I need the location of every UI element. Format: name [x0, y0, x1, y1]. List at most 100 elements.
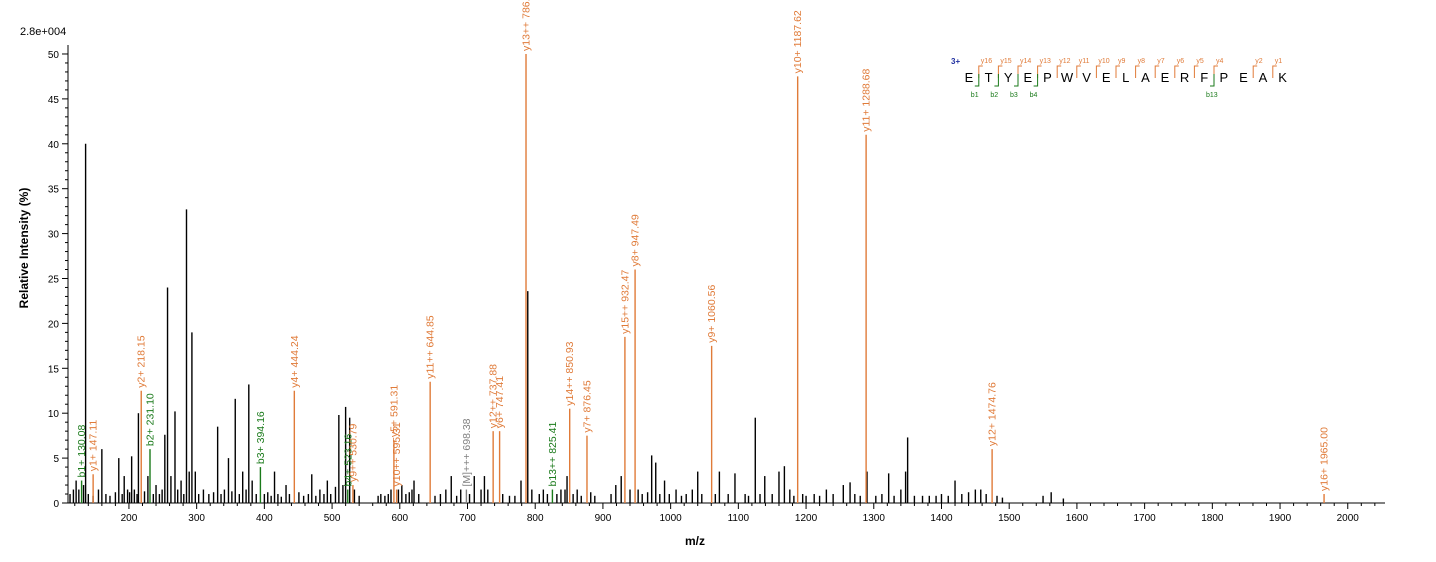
y-fragment-bracket	[1213, 65, 1218, 78]
x-tick-label: 700	[459, 513, 476, 524]
b-fragment-bracket	[974, 74, 980, 87]
y-ion-label: y4	[1216, 58, 1224, 65]
y-tick-label: 40	[48, 140, 60, 151]
sequence-residue: T	[985, 70, 993, 85]
sequence-residue: K	[1278, 70, 1287, 85]
peak-label: y15++ 932.47	[619, 270, 631, 334]
sequence-residue: V	[1082, 70, 1091, 85]
x-tick-label: 800	[527, 513, 544, 524]
x-tick-label: 1900	[1269, 513, 1292, 524]
y-fragment-bracket	[1095, 65, 1101, 78]
peak-label: y5+ 591.31	[388, 385, 400, 437]
intensity-scale-label: 2.8e+004	[20, 26, 66, 38]
y-ion-label: y5	[1196, 58, 1204, 65]
sequence-residue: E	[965, 70, 974, 85]
peak-label: y7+ 876.45	[582, 380, 594, 432]
peak-label: y8+ 947.49	[630, 214, 642, 266]
y-ion-label: y15	[1000, 58, 1011, 65]
y-fragment-bracket	[1056, 65, 1062, 78]
y-fragment-bracket	[1272, 65, 1277, 78]
y-ion-label: y1	[1275, 58, 1283, 65]
y-fragment-bracket	[1135, 65, 1140, 78]
x-tick-label: 200	[121, 513, 138, 524]
sequence-residue: E	[1102, 70, 1111, 85]
y-fragment-bracket	[1076, 65, 1081, 78]
y-ion-label: y16	[981, 58, 992, 65]
y-tick-label: 30	[48, 230, 60, 241]
y-tick-label: 50	[48, 50, 60, 61]
b-fragment-bracket	[1210, 74, 1215, 87]
x-tick-label: 1800	[1201, 513, 1224, 524]
y-tick-label: 20	[48, 319, 60, 330]
y-ion-label: y11	[1079, 58, 1090, 65]
y-tick-label: 45	[48, 95, 60, 106]
sequence-residue: F	[1200, 70, 1208, 85]
peak-label: y6+ 747.41	[494, 376, 506, 428]
peak-label: y4+ 444.24	[289, 335, 301, 387]
b-fragment-bracket	[1014, 74, 1019, 87]
x-tick-label: 500	[324, 513, 341, 524]
peak-label: b1+ 130.08	[76, 424, 88, 477]
peak-label: y9++ 530.79	[347, 423, 359, 482]
x-tick-label: 1700	[1133, 513, 1156, 524]
x-tick-label: 1600	[1066, 513, 1089, 524]
y-tick-label: 0	[53, 499, 59, 510]
peak-label: y11+ 1288.68	[861, 68, 873, 131]
peak-label: b2+ 231.10	[145, 393, 157, 446]
peak-label: y9+ 1060.56	[706, 285, 718, 343]
peak-label: y10++ 595.31	[391, 422, 403, 486]
b-ion-label: b1	[971, 92, 979, 99]
annotation-series: b1+ 130.08 y1+ 147.11 y2+ 218.15 b2+ 231.10…	[76, 0, 1331, 503]
y-tick-label: 5	[53, 454, 59, 465]
y-ion-label: y8	[1138, 58, 1146, 65]
y-fragment-bracket	[997, 65, 1003, 78]
x-tick-label: 1400	[930, 513, 953, 524]
b-ion-label: b3	[1010, 92, 1018, 99]
precursor-charge: 3+	[951, 57, 960, 66]
y-fragment-bracket	[1193, 65, 1199, 78]
peak-label: y10+ 1187.62	[792, 10, 804, 73]
b-ion-label: b2	[990, 92, 998, 99]
y-fragment-bracket	[1174, 65, 1179, 78]
b-ion-label: b4	[1030, 92, 1038, 99]
x-tick-label: 300	[188, 513, 205, 524]
x-tick-label: 1000	[660, 513, 683, 524]
peak-label: y11++ 644.85	[425, 315, 437, 379]
sequence-residue: L	[1122, 70, 1129, 85]
y-ion-label: y9	[1118, 58, 1126, 65]
y-ion-label: y14	[1020, 58, 1031, 65]
x-axis-title: m/z	[685, 534, 705, 548]
sequence-residue: P	[1219, 70, 1228, 85]
axes: 200 300 400 500 600 700 800 900 1000 1100 1200 1300…	[48, 45, 1385, 524]
y-fragment-bracket	[1017, 65, 1022, 78]
peak-label: b13++ 825.41	[547, 422, 559, 487]
y-fragment-bracket	[1154, 65, 1160, 78]
sequence-residue: P	[1043, 70, 1052, 85]
b-fragment-bracket	[994, 74, 999, 87]
peak-label: y12+ 1474.76	[987, 382, 999, 446]
sequence-residue: A	[1259, 70, 1268, 85]
y-tick-label: 15	[48, 364, 60, 375]
x-tick-label: 1300	[863, 513, 886, 524]
peak-label: y16+ 1965.00	[1319, 427, 1331, 491]
y-fragment-bracket	[1037, 65, 1042, 78]
peak-label: b4+ 523.16	[342, 433, 354, 486]
y-tick-label: 10	[48, 409, 60, 420]
peak-label: y14++ 850.93	[564, 341, 576, 405]
peak-label: y2+ 218.15	[136, 335, 148, 387]
sequence-residue: R	[1180, 70, 1189, 85]
x-tick-label: 900	[595, 513, 612, 524]
y-ion-label: y6	[1177, 58, 1185, 65]
y-fragment-bracket	[978, 65, 983, 78]
y-ion-label: y2	[1255, 58, 1263, 65]
sequence-residue: W	[1061, 70, 1074, 85]
x-tick-label: 2000	[1337, 513, 1360, 524]
x-tick-label: 1100	[728, 513, 750, 524]
x-tick-label: 1500	[998, 513, 1021, 524]
y-tick-label: 25	[48, 274, 60, 285]
x-tick-label: 1200	[795, 513, 818, 524]
sequence-coverage-map: 3+E T Y E P W V E L A E R F P E A Ky16b1y15b2y14b3y13b4y…	[951, 57, 1287, 99]
y-tick-label: 35	[48, 185, 60, 196]
y-fragment-bracket	[1115, 65, 1120, 78]
